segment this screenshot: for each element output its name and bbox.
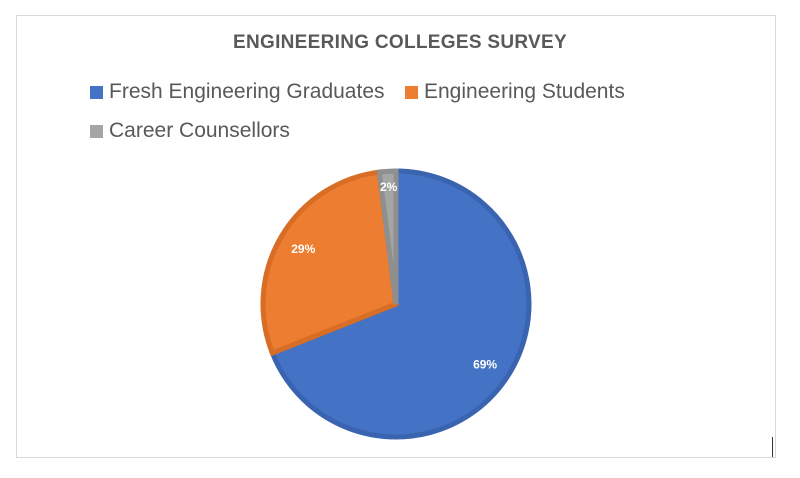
legend-swatch xyxy=(405,85,418,99)
pie-slice-engineering-students xyxy=(260,169,399,357)
legend-swatch xyxy=(90,85,103,99)
chart-frame xyxy=(16,15,776,458)
legend-item-fresh-graduates: Fresh Engineering Graduates xyxy=(90,80,385,104)
legend-label: Engineering Students xyxy=(424,80,625,103)
legend-label: Career Counsellors xyxy=(109,119,290,142)
legend-item-career-counsellors: Career Counsellors xyxy=(90,119,290,143)
data-label: 2% xyxy=(380,180,398,194)
legend-swatch xyxy=(90,124,103,138)
chart-title: ENGINEERING COLLEGES SURVEY xyxy=(233,32,567,53)
pie-slice-fresh-engineering-graduates xyxy=(269,168,532,440)
cursor-mark xyxy=(772,437,773,457)
data-label: 29% xyxy=(291,242,315,256)
legend-item-engineering-students: Engineering Students xyxy=(405,80,625,104)
legend-label: Fresh Engineering Graduates xyxy=(109,80,385,103)
pie-slice-career-counsellors xyxy=(376,168,399,305)
data-label: 69% xyxy=(473,358,497,372)
